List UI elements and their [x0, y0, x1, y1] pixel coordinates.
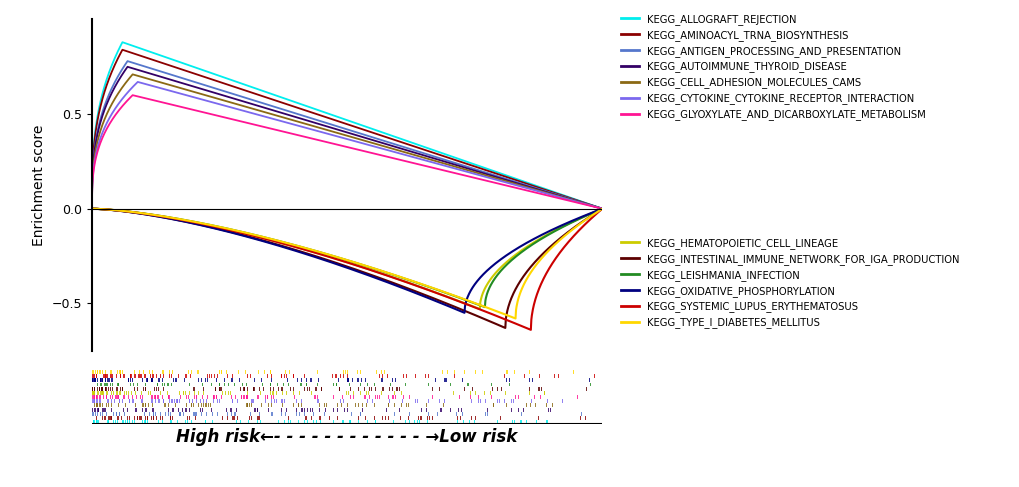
Legend: KEGG_HEMATOPOIETIC_CELL_LINEAGE, KEGG_INTESTINAL_IMMUNE_NETWORK_FOR_IGA_PRODUCTI: KEGG_HEMATOPOIETIC_CELL_LINEAGE, KEGG_IN…	[616, 234, 963, 332]
Y-axis label: Enrichment score: Enrichment score	[32, 124, 46, 246]
Text: High risk←- - - - - - - - - - - - →Low risk: High risk←- - - - - - - - - - - - →Low r…	[176, 428, 517, 446]
Legend: KEGG_ALLOGRAFT_REJECTION, KEGG_AMINOACYL_TRNA_BIOSYNTHESIS, KEGG_ANTIGEN_PROCESS: KEGG_ALLOGRAFT_REJECTION, KEGG_AMINOACYL…	[616, 10, 929, 124]
